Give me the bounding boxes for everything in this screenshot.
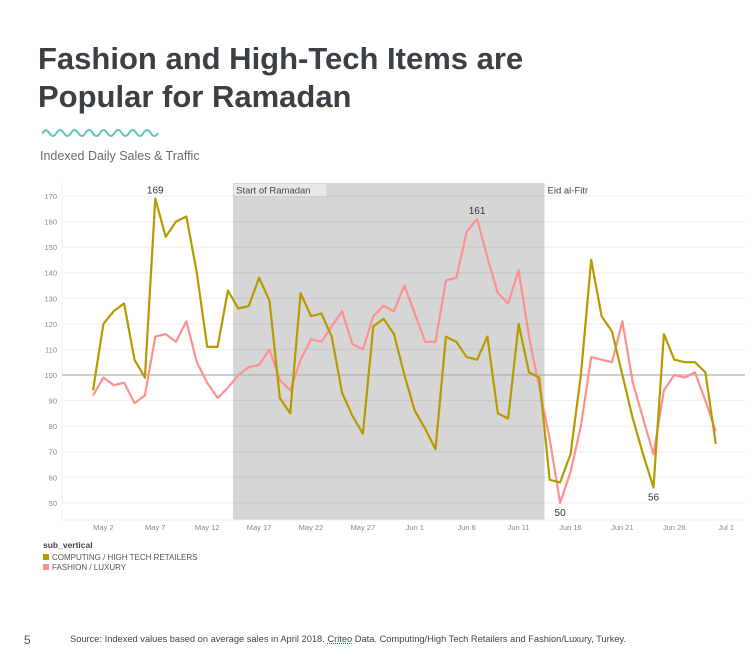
source-text: Source: Indexed values based on average …	[70, 634, 328, 644]
legend-item-computing[interactable]: COMPUTING / HIGH TECH RETAILERS	[43, 552, 198, 562]
y-tick-label: 90	[49, 397, 57, 406]
x-tick-label: May 12	[195, 523, 220, 532]
y-tick-label: 150	[44, 243, 57, 252]
x-tick-label: May 27	[351, 523, 376, 532]
x-tick-label: Jun 16	[559, 523, 582, 532]
y-tick-label: 160	[44, 218, 57, 227]
legend-swatch	[43, 554, 49, 560]
spellcheck-flagged-word: Criteo	[327, 634, 353, 644]
page-title: Fashion and High-Tech Items are Popular …	[38, 40, 523, 116]
y-tick-label: 140	[44, 269, 57, 278]
data-label: 161	[469, 206, 486, 217]
x-tick-label: Jun 26	[663, 523, 686, 532]
x-tick-label: Jul 1	[718, 523, 734, 532]
source-text: Data. Computing/High Tech Retailers and …	[352, 634, 627, 644]
chart-subtitle: Indexed Daily Sales & Traffic	[40, 149, 200, 163]
data-label: 169	[147, 186, 164, 197]
legend-title: sub_vertical	[43, 540, 93, 550]
data-label: 50	[555, 508, 567, 519]
x-tick-label: May 7	[145, 523, 165, 532]
y-tick-label: 50	[49, 499, 57, 508]
y-tick-label: 110	[45, 345, 57, 354]
x-tick-label: May 17	[247, 523, 272, 532]
legend-label: FASHION / LUXURY	[52, 562, 127, 572]
region-label-bg	[234, 184, 327, 196]
series-line-computing	[91, 197, 717, 489]
y-tick-label: 80	[49, 422, 57, 431]
page-number: 5	[24, 633, 31, 647]
x-tick-label: May 22	[299, 523, 324, 532]
legend-swatch	[43, 564, 49, 570]
source-note: Source: Indexed values based on average …	[70, 634, 626, 644]
x-tick-label: Jun 11	[508, 523, 530, 532]
legend-item-fashion[interactable]: FASHION / LUXURY	[43, 562, 198, 572]
title-line-2: Popular for Ramadan	[38, 79, 352, 114]
region-label-ramadan: Start of Ramadan	[236, 186, 310, 197]
y-tick-label: 120	[44, 320, 57, 329]
ramadan-shaded-region	[233, 183, 545, 520]
legend: sub_vertical COMPUTING / HIGH TECH RETAI…	[43, 540, 198, 572]
legend-label: COMPUTING / HIGH TECH RETAILERS	[52, 552, 198, 562]
y-tick-label: 170	[44, 192, 57, 201]
y-tick-label: 100	[44, 371, 57, 380]
x-tick-label: Jun 21	[611, 523, 634, 532]
x-tick-label: Jun 1	[406, 523, 424, 532]
title-line-1: Fashion and High-Tech Items are	[38, 41, 524, 76]
y-tick-label: 130	[44, 294, 57, 303]
series-line-fashion	[92, 217, 717, 504]
line-chart: 50 60 70 80 90 100 110 120 130 140 150 160 170 May 2 M…	[44, 183, 745, 532]
x-tick-label: May 2	[93, 523, 113, 532]
data-label: 56	[648, 493, 660, 504]
x-tick-label: Jun 6	[458, 523, 476, 532]
y-tick-label: 70	[49, 448, 57, 457]
wave-decoration	[42, 129, 159, 137]
region-label-eid: Eid al-Fitr	[548, 186, 589, 197]
y-tick-label: 60	[49, 473, 57, 482]
